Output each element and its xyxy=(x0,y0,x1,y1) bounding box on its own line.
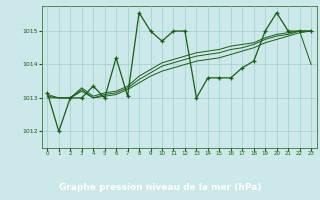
Text: Graphe pression niveau de la mer (hPa): Graphe pression niveau de la mer (hPa) xyxy=(59,182,261,192)
